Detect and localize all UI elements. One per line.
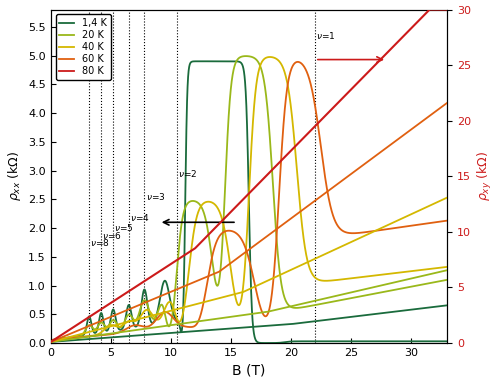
Text: $\nu$=2: $\nu$=2 — [178, 168, 198, 179]
Legend: 1,4 K, 20 K, 40 K, 60 K, 80 K: 1,4 K, 20 K, 40 K, 60 K, 80 K — [56, 15, 110, 80]
Text: $\nu$=4: $\nu$=4 — [130, 213, 150, 223]
Text: $\nu$=8: $\nu$=8 — [90, 237, 110, 248]
Y-axis label: $\rho_{xx}$ (k$\Omega$): $\rho_{xx}$ (k$\Omega$) — [6, 151, 22, 201]
Text: $\nu$=1: $\nu$=1 — [316, 30, 336, 41]
Text: $\nu$=3: $\nu$=3 — [146, 191, 165, 202]
X-axis label: B (T): B (T) — [232, 363, 266, 377]
Text: $\nu$=6: $\nu$=6 — [102, 230, 122, 241]
Text: $\nu$=5: $\nu$=5 — [114, 222, 134, 232]
Y-axis label: $\rho_{xy}$ (k$\Omega$): $\rho_{xy}$ (k$\Omega$) — [476, 151, 494, 201]
